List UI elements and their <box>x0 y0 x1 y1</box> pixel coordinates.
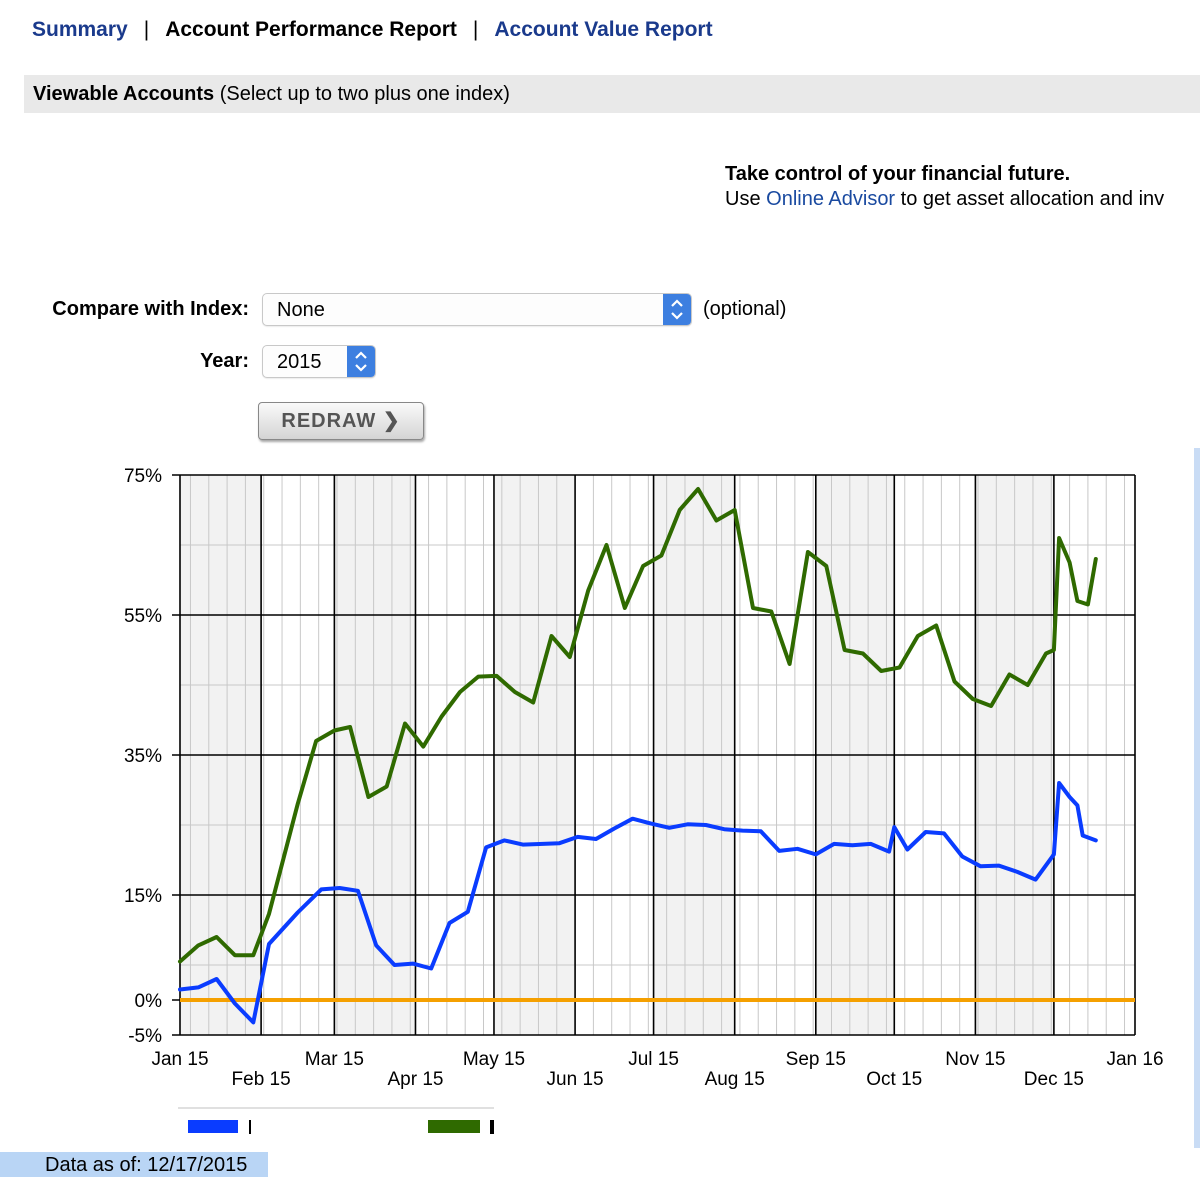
x-tick-label: Oct 15 <box>866 1069 922 1090</box>
series-line-blue <box>178 781 1098 1025</box>
x-tick-label: Mar 15 <box>305 1049 364 1070</box>
redraw-label: REDRAW <box>281 410 377 432</box>
select-arrows-icon <box>663 294 691 325</box>
y-tick-label: 35% <box>124 746 162 767</box>
x-tick-label: Dec 15 <box>1024 1069 1084 1090</box>
series-line-green <box>178 487 1098 964</box>
nav-separator: | <box>472 18 479 41</box>
compare-index-value: None <box>277 299 325 321</box>
online-advisor-link[interactable]: Online Advisor <box>766 188 896 210</box>
year-label: Year: <box>200 350 249 372</box>
x-tick-label: Feb 15 <box>232 1069 291 1090</box>
y-tick-label: 15% <box>124 886 162 907</box>
select-arrows-icon <box>347 346 375 377</box>
x-tick-label: Jul 15 <box>628 1049 679 1070</box>
legend-swatch-blue <box>188 1120 238 1133</box>
year-select[interactable]: 2015 <box>262 345 376 378</box>
optional-note: (optional) <box>703 298 787 320</box>
data-as-of-text: Data as of: 12/17/2015 <box>45 1154 248 1176</box>
promo-block: Take control of your financial future. U… <box>725 162 1164 212</box>
performance-report-tab: Account Performance Report <box>165 18 457 41</box>
x-tick-label: Apr 15 <box>387 1069 443 1090</box>
legend-swatch-green <box>428 1120 480 1133</box>
x-tick-label: Jan 16 <box>1106 1049 1163 1070</box>
x-tick-label: May 15 <box>463 1049 525 1070</box>
report-nav: Summary | Account Performance Report | Accou… <box>32 18 713 42</box>
compare-index-select[interactable]: None <box>262 293 692 326</box>
y-tick-label: -5% <box>128 1026 162 1047</box>
viewable-accounts-title: Viewable Accounts <box>33 83 215 105</box>
y-tick-label: 75% <box>124 466 162 487</box>
promo-headline: Take control of your financial future. <box>725 163 1071 185</box>
y-tick-label: 55% <box>124 606 162 627</box>
legend-rule <box>178 1107 494 1109</box>
x-tick-label: Sep 15 <box>786 1049 846 1070</box>
x-tick-label: Nov 15 <box>945 1049 1005 1070</box>
scroll-edge <box>1194 448 1200 1148</box>
x-tick-label: Jan 15 <box>151 1049 208 1070</box>
legend-marker <box>490 1120 494 1134</box>
legend-marker <box>249 1120 251 1134</box>
redraw-button[interactable]: REDRAW ❯ <box>258 402 424 440</box>
account-value-report-link[interactable]: Account Value Report <box>494 18 713 41</box>
promo-suffix: to get asset allocation and inv <box>900 188 1165 210</box>
chevron-right-icon: ❯ <box>382 410 401 432</box>
y-tick-label: 0% <box>135 991 163 1012</box>
viewable-accounts-bar: Viewable Accounts (Select up to two plus… <box>24 75 1200 113</box>
x-tick-label: Jun 15 <box>547 1069 604 1090</box>
year-value: 2015 <box>277 351 322 373</box>
compare-index-label: Compare with Index: <box>52 298 249 320</box>
performance-chart: 75% 55% 35% 15% 0% -5% Jan 15 Mar 15 May 15 Jul … <box>124 466 1164 1090</box>
viewable-accounts-hint: (Select up to two plus one index) <box>219 83 510 105</box>
promo-prefix: Use <box>725 188 761 210</box>
nav-separator: | <box>143 18 150 41</box>
data-as-of: Data as of: 12/17/2015 <box>0 1152 268 1177</box>
summary-link[interactable]: Summary <box>32 18 128 41</box>
x-tick-label: Aug 15 <box>705 1069 765 1090</box>
